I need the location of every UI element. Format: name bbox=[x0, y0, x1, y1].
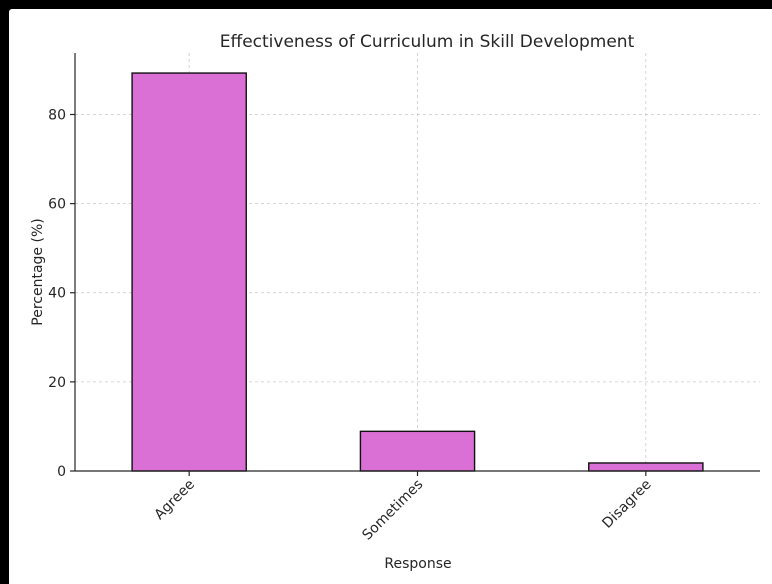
y-tick-label: 20 bbox=[48, 375, 66, 391]
y-ticks: 0 20 40 60 80 bbox=[48, 107, 75, 480]
bars bbox=[131, 72, 704, 472]
y-tick-label: 80 bbox=[48, 107, 66, 123]
bar-chart: 0 20 40 60 80 Agreee Sometimes Disagree Effect… bbox=[30, 32, 760, 572]
bar-sometimes bbox=[359, 430, 476, 472]
x-axis-label: Response bbox=[384, 556, 451, 572]
x-tick-label-agreee: Agreee bbox=[151, 477, 198, 524]
x-ticks: Agreee Sometimes Disagree bbox=[151, 471, 655, 544]
y-axis-label: Percentage (%) bbox=[30, 218, 46, 325]
bar-agreee bbox=[131, 72, 247, 472]
x-tick-label-disagree: Disagree bbox=[599, 477, 654, 532]
x-tick-label-sometimes: Sometimes bbox=[359, 477, 426, 544]
y-tick-label: 40 bbox=[48, 286, 66, 302]
chart-title: Effectiveness of Curriculum in Skill Dev… bbox=[220, 32, 635, 52]
y-tick-label: 0 bbox=[57, 464, 66, 480]
chart-frame: 0 20 40 60 80 Agreee Sometimes Disagree Effect… bbox=[9, 9, 772, 584]
bar-disagree bbox=[588, 462, 704, 472]
y-tick-label: 60 bbox=[48, 197, 66, 213]
